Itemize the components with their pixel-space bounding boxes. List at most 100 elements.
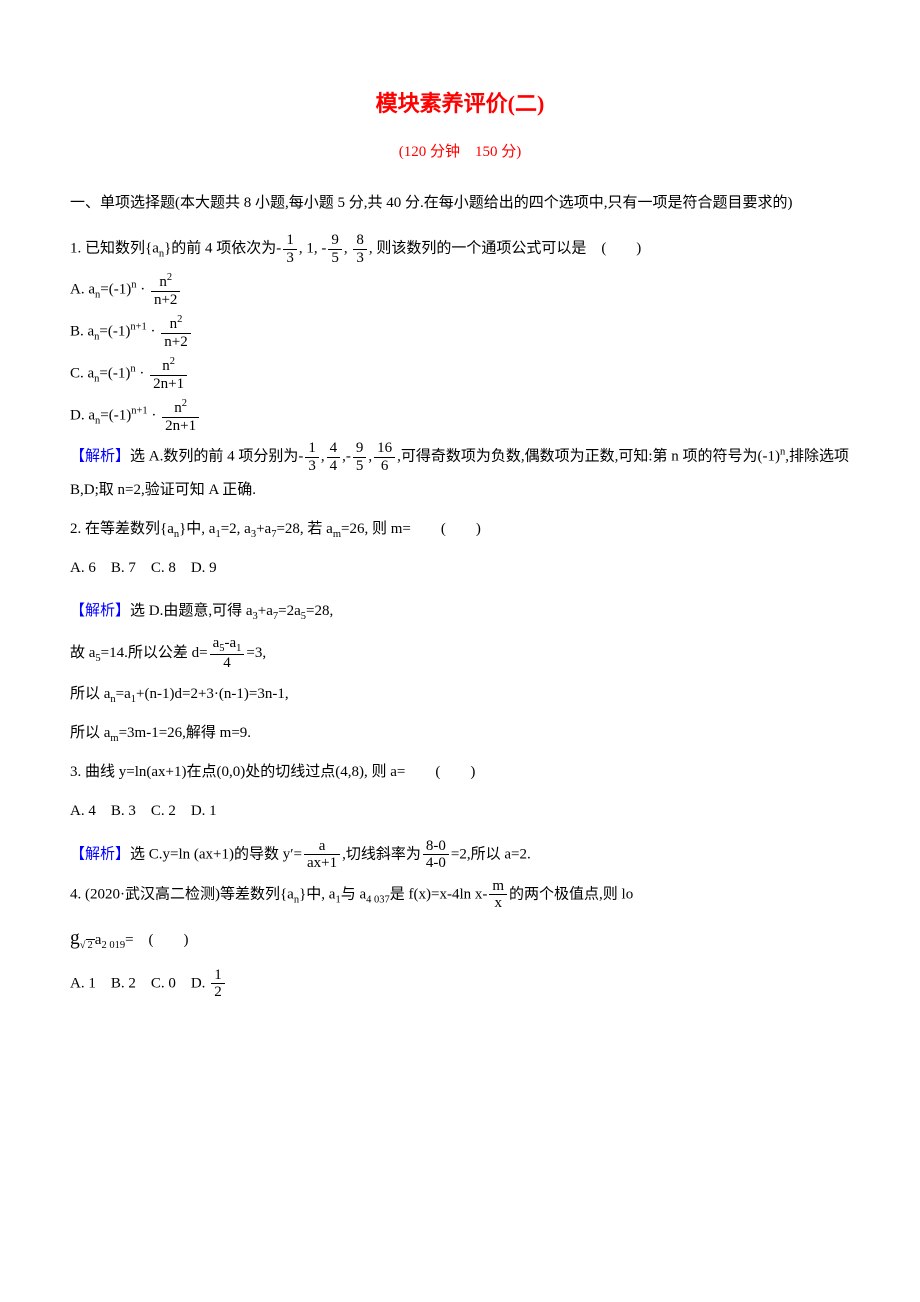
q2-t6: =26, 则 m= ( ) [341,521,481,537]
q4-bigg: g [70,928,80,949]
q4-sqrt: 2 [80,934,95,957]
q3-f1: aax+1 [304,838,340,872]
q1d-den: 2n+1 [162,418,199,435]
q1d-num-n: n [174,400,182,416]
q3-am: ,切线斜率为 [342,846,421,862]
q1-text-3: , 1, - [299,241,327,257]
q2-a1: 选 D.由题意,可得 a [130,603,253,619]
q1d-mid: =(-1) [100,408,131,424]
q1-af4: 166 [374,440,395,474]
q1b-frac: n2n+2 [161,314,190,350]
q1-f1-num: 1 [283,232,297,250]
q1-option-a: A. an=(-1)n · n2n+2 [70,272,850,308]
q3-f2n: 8-0 [423,838,449,856]
q1b-pre: B. a [70,324,94,340]
q2-ans-label: 【解析】 [70,603,130,619]
q2-answer-4: 所以 am=3m-1=26,解得 m=9. [70,717,850,750]
q1-f2-den: 5 [328,250,342,267]
q3-stem: 3. 曲线 y=ln(ax+1)在点(0,0)处的切线过点(4,8), 则 a=… [70,756,850,789]
q1-af3: 95 [353,440,367,474]
q2-dfrac: a5-a14 [210,635,245,672]
q2-stem: 2. 在等差数列{an}中, a1=2, a3+a7=28, 若 am=26, … [70,513,850,546]
q2-l4p: 所以 a [70,725,110,741]
q1d-num: n2 [162,398,199,418]
q1d-pre: D. a [70,408,95,424]
q4-t2: }中, a [299,886,335,902]
q1-stem: 1. 已知数列{an}的前 4 项依次为-13, 1, -95, 83, 则该数… [70,232,850,266]
q2-t1: 2. 在等差数列{a [70,521,174,537]
q1b-den: n+2 [161,334,190,351]
q4-fd: x [489,895,507,912]
q1b-num: n2 [161,314,190,334]
q4-s4037: 4 037 [366,894,390,905]
q4-eq: = ( ) [125,932,188,948]
q3-f2d: 4-0 [423,855,449,872]
q2-l2s: =3, [246,645,266,661]
q1c-mid: =(-1) [99,366,130,382]
q1-f2-num: 9 [328,232,342,250]
q3-f2: 8-04-0 [423,838,449,872]
q4-choices: A. 1 B. 2 C. 0 D. 12 [70,967,850,1001]
q1d-exp: n+1 [131,406,147,417]
q1a-num-exp: 2 [167,272,172,283]
q1-answer: 【解析】选 A.数列的前 4 项分别为-13,44,-95,166,可得奇数项为… [70,440,850,507]
q1-af2-num: 4 [327,440,341,458]
q4-t3: 与 a [341,886,366,902]
q2-choices: A. 6 B. 7 C. 8 D. 9 [70,552,850,585]
q2-t2: }中, a [179,521,215,537]
q1-f3-num: 8 [353,232,367,250]
q2-sm: m [333,529,341,540]
q1a-mid: =(-1) [100,282,131,298]
q4-stem: 4. (2020·武汉高二检测)等差数列{an}中, a1与 a4 037是 f… [70,878,850,912]
q2-l4s: =3m-1=26,解得 m=9. [119,725,251,741]
q2-a4: =28, [306,603,333,619]
q1c-frac: n2 2n+1 [150,356,187,392]
q1-af2: 44 [327,440,341,474]
q3-f1d: ax+1 [304,855,340,872]
q3-f1n: a [304,838,340,856]
q1-ac1: , [321,449,325,465]
q2-l3m: =a [116,686,131,702]
q3-ans-label: 【解析】 [70,846,130,862]
q2-dden: 4 [210,655,245,672]
q1c-num-n: n [162,358,170,374]
q2-answer-1: 【解析】选 D.由题意,可得 a3+a7=2a5=28, [70,595,850,628]
q4-t4: 是 f(x)=x-4ln x- [390,886,488,902]
q3-choices: A. 4 B. 3 C. 2 D. 1 [70,795,850,828]
q1-af3-den: 5 [353,458,367,475]
q1-frac2: 95 [328,232,342,266]
page-title: 模块素养评价(二) [70,80,850,128]
page-subtitle: (120 分钟 150 分) [70,136,850,169]
q3-answer: 【解析】选 C.y=ln (ax+1)的导数 y′=aax+1,切线斜率为8-0… [70,838,850,872]
q2-t5: =28, 若 a [276,521,332,537]
q2-l2p: 故 a [70,645,95,661]
q1d-dot: · [148,408,161,424]
q1-f3-den: 3 [353,250,367,267]
q1a-num-n: n [159,274,167,290]
q4-ch-pre: A. 1 B. 2 C. 0 D. [70,975,209,991]
q2-dn4: 1 [236,643,241,654]
q1c-pre: C. a [70,366,94,382]
q4-frac: mx [489,878,507,912]
q1a-den: n+2 [151,292,180,309]
q1a-num: n2 [151,272,180,292]
q4-rad: 2 [86,939,95,951]
q1c-num-exp: 2 [170,356,175,367]
q1-af1: 13 [305,440,319,474]
q1b-exp: n+1 [130,322,146,333]
q1a-dot: · [136,282,149,298]
q1c-dot: · [136,366,149,382]
q1b-dot: · [147,324,160,340]
q1-option-d: D. a n =(-1)n+1 · n22n+1 [70,398,850,434]
q1-text-5: , 则该数列的一个通项公式可以是 ( ) [369,241,642,257]
q1-ac3: , [368,449,372,465]
q1-text: 1. 已知数列{a [70,241,159,257]
q1c-den: 2n+1 [150,376,187,393]
q1-frac1: 13 [283,232,297,266]
q4-dfrac: 12 [211,967,225,1001]
q4-t5: 的两个极值点,则 lo [509,886,633,902]
q1-option-b: B. an=(-1)n+1 · n2n+2 [70,314,850,350]
q1-option-c: C. an=(-1)n · n22n+1 [70,356,850,392]
q1d-num-exp: 2 [182,398,187,409]
q1d-frac: n22n+1 [162,398,199,434]
